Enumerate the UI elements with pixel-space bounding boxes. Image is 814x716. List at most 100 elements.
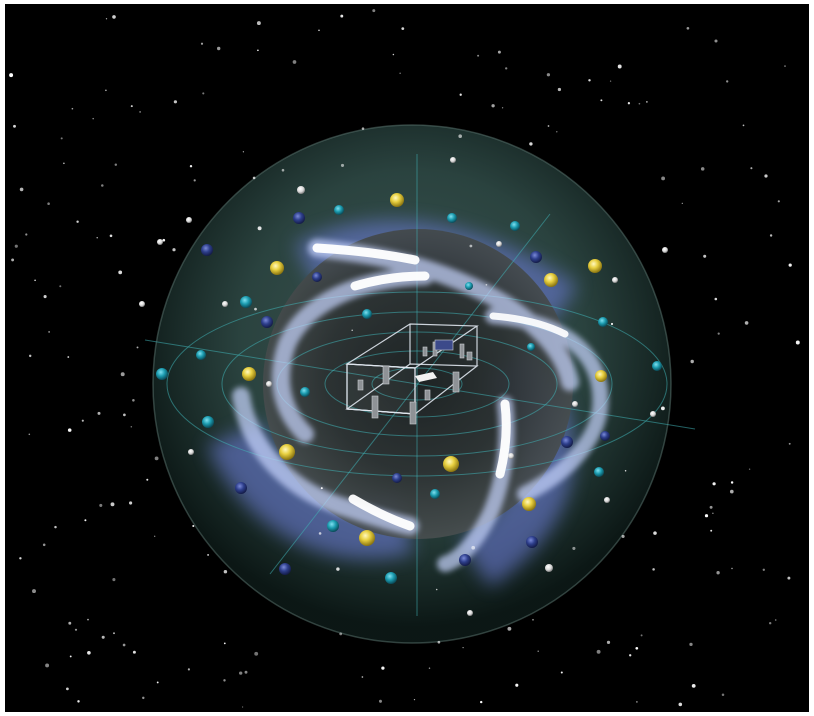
navy-particle (279, 563, 291, 575)
star-dot (606, 640, 611, 645)
star-dot (19, 187, 24, 192)
star-dot (81, 419, 84, 422)
star-dot (43, 295, 47, 299)
star-dot (9, 73, 14, 78)
star-dot (399, 72, 401, 74)
gold-particle (595, 370, 607, 382)
white-particle (266, 381, 272, 387)
star-dot (714, 297, 718, 301)
gold-particle (443, 456, 459, 472)
white-particle (650, 411, 656, 417)
white-particle (222, 301, 228, 307)
star-dot (777, 200, 780, 203)
star-dot (629, 654, 632, 657)
star-dot (173, 100, 178, 104)
gold-particle (390, 193, 404, 207)
star-dot (788, 442, 791, 445)
star-dot (381, 666, 385, 670)
listening-room (345, 323, 479, 415)
navy-particle (312, 272, 322, 282)
star-dot (101, 184, 104, 187)
star-dot (378, 699, 383, 703)
star-dot (114, 163, 118, 166)
gold-particle (270, 261, 284, 275)
star-dot (762, 568, 765, 571)
star-dot (627, 102, 631, 105)
star-dot (217, 46, 221, 51)
star-dot (257, 226, 262, 231)
white-particle (297, 186, 305, 194)
star-dot (66, 687, 69, 691)
star-dot (142, 696, 145, 700)
star-dot (252, 176, 256, 180)
star-dot (48, 331, 50, 333)
star-dot (547, 125, 550, 127)
star-dot (691, 684, 696, 688)
teal-particle (430, 489, 440, 499)
star-dot (795, 340, 800, 345)
star-dot (714, 39, 718, 43)
star-dot (63, 162, 65, 165)
star-dot (42, 543, 46, 547)
star-dot (112, 15, 116, 19)
teal-particle (385, 572, 397, 584)
star-dot (34, 279, 36, 282)
star-dot (187, 668, 190, 671)
star-dot (748, 468, 751, 470)
star-dot (491, 104, 495, 108)
star-dot (87, 618, 89, 621)
star-dot (67, 356, 70, 358)
white-particle (139, 301, 145, 307)
star-dot (529, 142, 533, 146)
navy-particle (459, 554, 471, 566)
navy-particle (293, 212, 305, 224)
star-dot (710, 529, 713, 532)
teal-particle (465, 282, 473, 290)
star-dot (372, 9, 376, 13)
white-particle (604, 497, 610, 503)
star-dot (223, 569, 228, 574)
star-dot (485, 283, 488, 286)
star-dot (704, 514, 709, 518)
star-dot (96, 236, 98, 239)
star-dot (678, 702, 683, 707)
star-dot (67, 428, 72, 432)
star-dot (730, 481, 734, 484)
star-dot (480, 700, 483, 704)
star-dot (172, 248, 176, 252)
star-dot (254, 307, 257, 311)
star-dot (192, 524, 195, 528)
white-particle (662, 247, 668, 253)
star-dot (105, 18, 108, 20)
star-dot (709, 505, 713, 509)
star-dot (105, 89, 107, 92)
star-dot (689, 642, 693, 647)
room-screen (434, 339, 454, 351)
navy-particle (201, 244, 213, 256)
star-dot (68, 621, 72, 625)
star-dot (202, 92, 205, 95)
white-particle (467, 610, 473, 616)
star-dot (45, 663, 50, 668)
star-dot (118, 270, 123, 275)
star-dot (458, 134, 462, 138)
navy-particle (392, 473, 402, 483)
star-dot (729, 489, 734, 494)
white-particle (508, 453, 514, 459)
gold-particle (522, 497, 536, 511)
teal-particle (202, 416, 214, 428)
white-particle (545, 564, 553, 572)
star-dot (28, 433, 31, 436)
star-dot (154, 535, 156, 537)
star-dot (223, 679, 226, 682)
star-dot (361, 676, 364, 678)
star-dot (744, 321, 749, 325)
star-dot (660, 406, 665, 411)
star-dot (292, 60, 297, 64)
star-dot (459, 93, 462, 96)
star-dot (11, 258, 15, 262)
star-dot (428, 667, 431, 669)
star-dot (636, 701, 638, 703)
star-dot (351, 329, 353, 332)
star-dot (413, 698, 416, 701)
